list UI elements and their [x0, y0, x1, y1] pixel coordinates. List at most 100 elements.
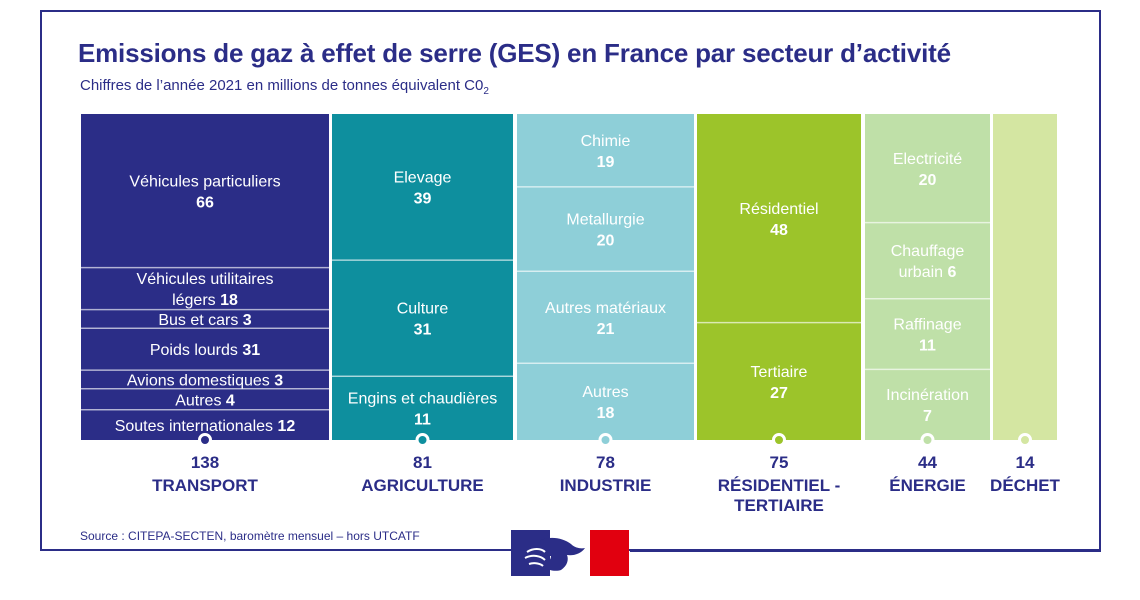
segment-value: 4 [221, 392, 234, 409]
segment-label: Tertiaire [751, 364, 808, 381]
segment-label: Culture [397, 301, 449, 318]
segment-label-text: Autres [582, 384, 628, 401]
segment-label-text: Electricité [893, 151, 962, 168]
sector-total: 138 [191, 453, 219, 472]
segment-label-text: Chimie [581, 133, 631, 150]
segment-label: Bus et cars 3 [158, 312, 251, 329]
segment-value: 20 [597, 233, 615, 250]
segment-rect [81, 388, 329, 410]
segment-label: Chimie [581, 133, 631, 150]
segment-rect [332, 114, 513, 261]
sector-4: Electricité 20 Chauffage urbain 6 Raffinage 1… [865, 114, 990, 495]
segment-rect [81, 114, 329, 268]
sector-marker-icon [415, 433, 430, 447]
sector-5: 14 DÉCHET [990, 114, 1061, 495]
sector-name-line: ÉNERGIE [889, 476, 966, 495]
sector-name: DÉCHET [990, 476, 1061, 495]
segment-rect [865, 222, 990, 299]
segment-value: 31 [414, 322, 432, 339]
chart-subtitle: Chiffres de l’année 2021 en millions de … [80, 77, 489, 97]
segment-label-text: Engins et chaudières [348, 391, 497, 408]
segment-label-text: Soutes internationales [115, 418, 273, 435]
source-note: Source : CITEPA-SECTEN, baromètre mensue… [80, 529, 420, 543]
segment-rect [332, 260, 513, 377]
segment-value: 21 [597, 321, 615, 338]
sector-marker-icon [198, 433, 212, 447]
segment-rect [81, 370, 329, 389]
segment-label-text: Véhicules utilitaires [137, 271, 274, 288]
segment-rect [81, 267, 329, 310]
segment-label: Véhicules particuliers [129, 173, 280, 190]
sector-name: INDUSTRIE [560, 476, 652, 495]
segment-label-text: Avions domestiques [127, 372, 270, 389]
segment-label: Poids lourds 31 [150, 342, 260, 359]
segment-label: Autres [582, 384, 628, 401]
segment-rect [81, 328, 329, 371]
segment-value: 3 [270, 372, 283, 389]
segment-label: Autres matériaux [545, 300, 666, 317]
segment-value: 6 [943, 264, 956, 281]
segment-value: 7 [923, 408, 932, 425]
sector-marker-icon [772, 433, 786, 447]
segment-rect [517, 363, 694, 440]
segment-rect [517, 271, 694, 364]
segment-rect [865, 298, 990, 370]
segment-rect [81, 309, 329, 329]
segment-value: 11 [414, 412, 431, 429]
segment-label-text: Chauffage [891, 243, 965, 260]
segment-rect [865, 114, 990, 223]
segment-value: 39 [414, 191, 432, 208]
sector-1: Elevage 39 Culture 31 Engins et chaudières 11… [332, 114, 513, 495]
segment-rect [697, 322, 861, 440]
segment-value: 31 [238, 342, 260, 359]
segment-label: urbain 6 [899, 264, 957, 281]
segment-label-text: Raffinage [893, 317, 961, 334]
sector-name-line: TRANSPORT [152, 476, 258, 495]
segment-label: Elevage [394, 170, 452, 187]
sector-name: AGRICULTURE [361, 476, 483, 495]
segment-label: Autres 4 [175, 392, 235, 409]
sector-marker-icon [598, 433, 613, 447]
segment-value: 18 [216, 292, 238, 309]
marianne-republique-francaise-icon [511, 530, 629, 576]
segment-label: Incinération [886, 387, 969, 404]
sector-name-line: RÉSIDENTIEL - [718, 476, 840, 495]
segment-label: Résidentiel [739, 201, 818, 218]
sector-marker-icon [1018, 433, 1032, 447]
segment-value: 27 [770, 385, 788, 402]
sector-name-line: TERTIAIRE [734, 496, 824, 515]
segment-label-text: Poids lourds [150, 342, 238, 359]
segment-label: Metallurgie [566, 212, 644, 229]
segment-label: Engins et chaudières [348, 391, 497, 408]
sector-total: 78 [596, 453, 615, 472]
sector-marker-icon [920, 433, 935, 447]
segment-label-text: Autres [175, 392, 221, 409]
segment-value: 48 [770, 222, 788, 239]
segment-rect [697, 114, 861, 323]
segment-value: 66 [196, 194, 214, 211]
sector-0: Véhicules particuliers 66 Véhicules utilit… [81, 114, 329, 495]
segment-label-text: légers [172, 292, 216, 309]
segment-label: Avions domestiques 3 [127, 372, 283, 389]
segment-label-text: Autres matériaux [545, 300, 666, 317]
sector-name-line: DÉCHET [990, 476, 1061, 495]
chart-title: Emissions de gaz à effet de serre (GES) … [78, 38, 951, 68]
segment-label: Véhicules utilitaires [137, 271, 274, 288]
segment-label-text: Culture [397, 301, 449, 318]
segment-label-text: Tertiaire [751, 364, 808, 381]
segment-label-text: Véhicules particuliers [129, 173, 280, 190]
segment-value: 12 [273, 418, 295, 435]
subtitle-text: Chiffres de l’année 2021 en millions de … [80, 77, 484, 94]
segment-rect [332, 376, 513, 440]
segment-rect [865, 369, 990, 440]
segment-label-text: Metallurgie [566, 212, 644, 229]
sector-2: Chimie 19 Metallurgie 20 Autres matériaux 21 A… [517, 114, 694, 495]
segment-value: 18 [597, 405, 615, 422]
segment-label-text: Bus et cars [158, 312, 238, 329]
sector-name-line: INDUSTRIE [560, 476, 652, 495]
segment-rect [517, 186, 694, 272]
subtitle-subscript: 2 [483, 86, 489, 97]
segment-label: Electricité [893, 151, 962, 168]
sector-name: RÉSIDENTIEL -TERTIAIRE [718, 476, 840, 515]
